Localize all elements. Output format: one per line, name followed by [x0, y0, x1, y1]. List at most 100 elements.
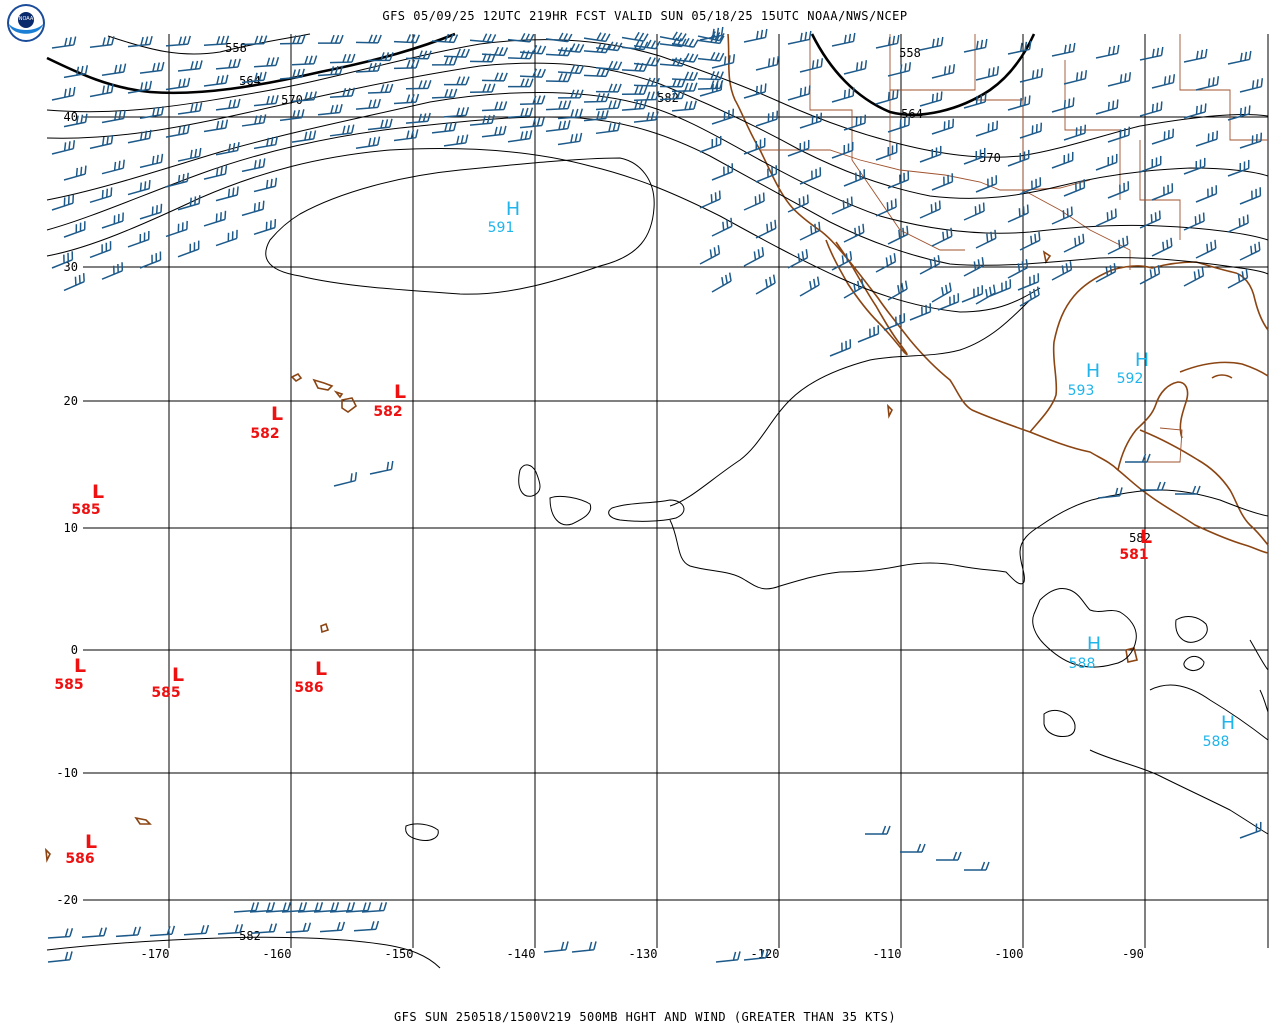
wind-barb	[1183, 267, 1205, 287]
wind-barb	[291, 55, 318, 66]
wind-barb	[177, 240, 200, 258]
wind-barb	[1139, 46, 1164, 61]
wind-barb	[1095, 153, 1118, 171]
wind-barb	[127, 230, 150, 248]
wind-barb	[621, 100, 648, 111]
wind-barb	[545, 32, 573, 43]
wind-barb	[963, 38, 988, 53]
wind-barb	[571, 941, 597, 953]
wind-barb	[279, 35, 306, 45]
wind-barb	[931, 118, 955, 135]
wind-barb	[963, 93, 987, 109]
wind-barb	[633, 111, 659, 123]
wind-barb	[595, 99, 622, 111]
lat-label: -10	[56, 766, 78, 780]
wind-barb	[1095, 208, 1117, 227]
wind-barb	[519, 117, 545, 129]
wind-barb	[545, 100, 572, 111]
high-value: 588	[1203, 734, 1230, 750]
wind-barb	[583, 43, 611, 54]
wind-barb	[291, 91, 317, 103]
wind-barb	[919, 200, 941, 219]
wind-barb	[1095, 44, 1120, 59]
wind-barb	[919, 145, 942, 163]
wind-barb	[367, 118, 393, 131]
wind-barb	[919, 255, 941, 275]
wind-barb	[900, 843, 926, 853]
wind-barb	[139, 153, 164, 169]
wind-barb	[431, 33, 459, 44]
wind-barb	[543, 941, 569, 953]
wind-barb	[507, 107, 534, 119]
wind-barb	[671, 71, 699, 81]
lon-label: -90	[1122, 947, 1144, 961]
wind-barb	[875, 253, 897, 273]
wind-barb	[139, 106, 165, 119]
wind-barb	[875, 198, 897, 217]
wind-barb	[265, 902, 292, 913]
wind-barb	[1051, 151, 1074, 169]
wind-barb	[1195, 185, 1218, 203]
wind-barb	[831, 196, 853, 215]
wind-barb	[1239, 241, 1261, 261]
high-letter: H	[1087, 633, 1101, 655]
wind-barb	[291, 130, 317, 143]
wind-barb	[405, 80, 432, 90]
low-letter: L	[172, 664, 184, 686]
low-value: 581	[1119, 547, 1148, 563]
noaa-logo-icon: NOAA	[7, 4, 45, 42]
wind-barb	[1151, 237, 1173, 257]
low-value: 586	[65, 851, 94, 867]
wind-barb	[469, 83, 496, 94]
wind-barb	[1063, 70, 1088, 85]
high-letter: H	[1221, 712, 1235, 734]
wind-barb	[443, 134, 469, 147]
wind-barb	[51, 36, 77, 49]
high-letter: H	[1135, 349, 1149, 371]
low-value: 585	[71, 502, 100, 518]
wind-barb	[755, 165, 778, 183]
wind-barb	[63, 165, 87, 181]
contour-label: 582	[657, 91, 679, 105]
wind-barb	[1227, 269, 1249, 289]
low-letter: L	[315, 658, 327, 680]
wind-barb	[51, 251, 74, 269]
low-value: 585	[151, 685, 180, 701]
wind-barb	[557, 89, 584, 99]
wind-barb	[975, 175, 998, 193]
wind-barb	[393, 34, 421, 44]
wind-barb	[355, 98, 381, 110]
wind-barb	[743, 137, 766, 155]
wind-barb	[507, 32, 535, 43]
wind-barb	[249, 902, 276, 913]
contour-label: 558	[899, 46, 921, 60]
wind-barb	[127, 35, 153, 48]
lon-label: -130	[629, 947, 658, 961]
wind-barb	[1195, 239, 1217, 259]
wind-barb	[367, 83, 394, 94]
wind-barb	[843, 278, 864, 299]
wind-barb	[1097, 487, 1123, 499]
wind-barb	[621, 40, 649, 51]
wind-barb	[961, 285, 984, 303]
wind-barb	[1195, 76, 1220, 91]
wind-barb	[659, 78, 686, 88]
wind-barb	[469, 33, 497, 43]
lon-label: -120	[751, 947, 780, 961]
wind-barb	[355, 34, 382, 44]
wind-barb	[919, 91, 943, 107]
low-letter: L	[271, 403, 283, 425]
wind-barb	[875, 89, 899, 105]
wind-barb	[1239, 132, 1263, 149]
wind-barb	[333, 472, 358, 487]
wind-barb	[557, 132, 583, 146]
wind-barb	[975, 120, 999, 137]
wind-barb	[215, 98, 241, 111]
wind-barb	[755, 110, 779, 127]
wind-barb	[1239, 821, 1262, 839]
wind-barb	[329, 124, 355, 137]
wind-barb	[89, 241, 112, 259]
wind-barb	[1063, 179, 1086, 197]
wind-barb	[203, 165, 228, 180]
